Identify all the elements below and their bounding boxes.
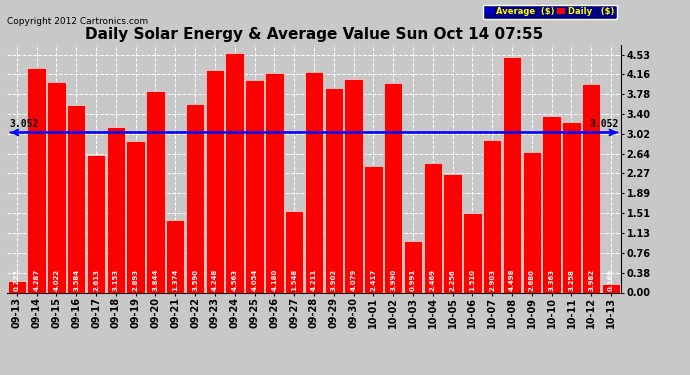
Text: 4.079: 4.079	[351, 269, 357, 291]
Text: Copyright 2012 Cartronics.com: Copyright 2012 Cartronics.com	[7, 17, 148, 26]
Text: 4.498: 4.498	[509, 269, 515, 291]
Bar	[28, 68, 46, 292]
Text: 2.417: 2.417	[371, 269, 376, 291]
Text: 4.211: 4.211	[311, 269, 317, 291]
Bar	[186, 104, 204, 292]
Bar	[582, 84, 600, 292]
Bar	[8, 280, 26, 292]
Text: 2.903: 2.903	[489, 269, 495, 291]
Text: 0.991: 0.991	[410, 269, 416, 291]
Bar	[265, 74, 284, 292]
Bar	[324, 88, 343, 292]
Text: 2.613: 2.613	[93, 270, 99, 291]
Bar	[602, 284, 620, 292]
Title: Daily Solar Energy & Average Value Sun Oct 14 07:55: Daily Solar Energy & Average Value Sun O…	[85, 27, 543, 42]
Text: 3.590: 3.590	[192, 269, 198, 291]
Bar	[67, 105, 86, 292]
Text: 4.287: 4.287	[34, 269, 39, 291]
Text: 3.153: 3.153	[113, 269, 119, 291]
Bar	[384, 83, 402, 292]
Bar	[166, 220, 184, 292]
Bar	[47, 82, 66, 292]
Text: 1.548: 1.548	[291, 269, 297, 291]
Text: 3.258: 3.258	[569, 270, 575, 291]
Bar	[364, 166, 382, 292]
Text: 3.584: 3.584	[73, 269, 79, 291]
Bar	[444, 174, 462, 292]
Text: 3.982: 3.982	[589, 269, 594, 291]
Text: 4.054: 4.054	[252, 269, 257, 291]
Text: 4.248: 4.248	[212, 269, 218, 291]
Text: 3.052: 3.052	[589, 119, 618, 129]
Bar	[305, 72, 323, 292]
Text: 1.374: 1.374	[172, 269, 178, 291]
Text: 1.510: 1.510	[469, 269, 475, 291]
Bar	[126, 141, 145, 292]
Bar	[206, 70, 224, 292]
Bar	[226, 53, 244, 292]
Text: 2.893: 2.893	[132, 269, 139, 291]
Text: 0.169: 0.169	[608, 269, 614, 291]
Bar	[463, 213, 482, 292]
Bar	[483, 140, 502, 292]
Text: 4.180: 4.180	[271, 269, 277, 291]
Text: 3.844: 3.844	[152, 269, 159, 291]
Bar	[146, 91, 165, 292]
Bar	[285, 211, 304, 292]
Bar	[87, 156, 106, 292]
Text: 0.227: 0.227	[14, 270, 20, 291]
Bar	[522, 152, 541, 292]
Bar	[562, 122, 581, 292]
Text: 3.990: 3.990	[390, 269, 396, 291]
Text: 2.680: 2.680	[529, 270, 535, 291]
Bar	[107, 127, 125, 292]
Text: 3.052: 3.052	[10, 119, 39, 129]
Text: 4.563: 4.563	[232, 269, 238, 291]
Text: 3.902: 3.902	[331, 269, 337, 291]
Bar	[246, 80, 264, 292]
Text: 2.469: 2.469	[430, 269, 436, 291]
Bar	[542, 116, 561, 292]
Bar	[404, 240, 422, 292]
Bar	[503, 57, 521, 292]
Text: 3.363: 3.363	[549, 269, 555, 291]
Text: 2.256: 2.256	[450, 270, 455, 291]
Bar	[424, 163, 442, 292]
Bar	[344, 79, 363, 292]
Text: 4.022: 4.022	[53, 269, 59, 291]
Legend: Average  ($), Daily   ($): Average ($), Daily ($)	[483, 4, 617, 19]
